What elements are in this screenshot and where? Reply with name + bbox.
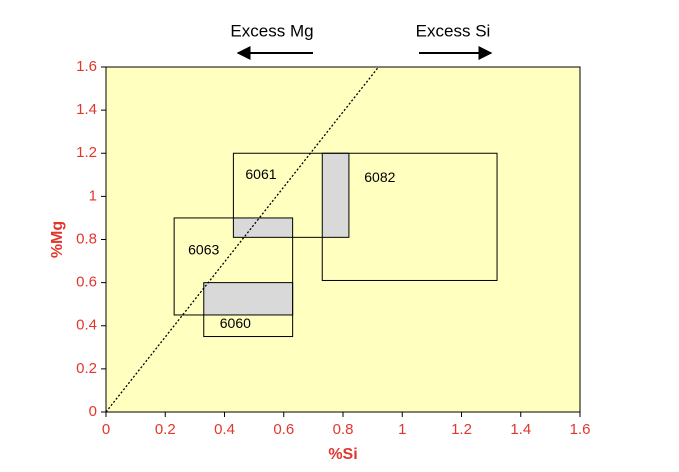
overlap-region xyxy=(233,217,293,238)
x-tick-label: 1 xyxy=(398,421,406,438)
y-tick-label: 0.4 xyxy=(76,317,97,334)
x-tick-label: 0.8 xyxy=(333,421,354,438)
region-label: 6060 xyxy=(220,315,251,331)
overlap-region xyxy=(322,153,349,238)
x-tick-label: 0.4 xyxy=(214,421,235,438)
region-label: 6063 xyxy=(188,242,219,258)
x-tick-label: 0.6 xyxy=(273,421,294,438)
plot-area xyxy=(105,66,581,413)
alloy-region xyxy=(321,152,498,281)
alloy-region xyxy=(203,282,294,338)
region-label: 6061 xyxy=(245,166,276,182)
y-tick-label: 0.2 xyxy=(76,360,97,377)
y-tick-label: 1.6 xyxy=(76,58,97,75)
y-tick-label: 1 xyxy=(89,187,97,204)
x-tick-label: 1.4 xyxy=(510,421,531,438)
overlap-region xyxy=(203,282,293,315)
y-tick-label: 0 xyxy=(89,403,97,420)
region-label: 6082 xyxy=(364,169,395,185)
y-tick-label: 1.2 xyxy=(76,144,97,161)
x-tick-label: 0.2 xyxy=(155,421,176,438)
y-tick-label: 0.8 xyxy=(76,230,97,247)
x-tick-label: 0 xyxy=(102,421,110,438)
y-axis-label: %Mg xyxy=(49,221,66,258)
y-tick-label: 0.6 xyxy=(76,274,97,291)
x-tick-label: 1.2 xyxy=(451,421,472,438)
x-tick-label: 1.6 xyxy=(570,421,591,438)
alloy-region xyxy=(173,217,294,316)
annotation: Excess Mg xyxy=(230,21,313,40)
alloy-region xyxy=(232,152,350,238)
annotation: Excess Si xyxy=(416,21,491,40)
x-axis-label: %Si xyxy=(328,446,357,463)
reference-line xyxy=(105,66,380,413)
y-tick-label: 1.4 xyxy=(76,101,97,118)
